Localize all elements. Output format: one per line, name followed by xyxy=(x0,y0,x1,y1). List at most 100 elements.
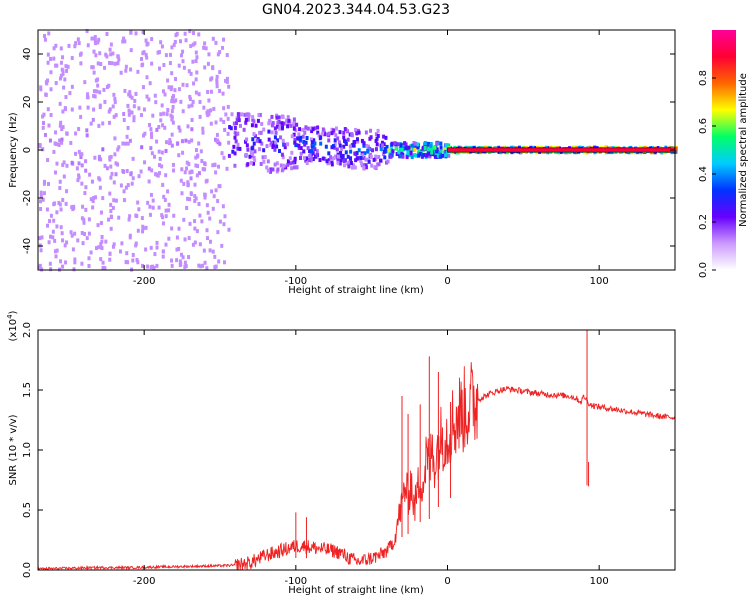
heatmap-cell xyxy=(208,248,212,253)
heatmap-cell xyxy=(46,60,50,65)
heatmap-cell xyxy=(158,171,162,176)
heatmap-cell xyxy=(445,150,449,155)
heatmap-cell xyxy=(77,41,81,46)
heatmap-cell xyxy=(155,240,159,245)
heatmap-cell xyxy=(166,78,170,83)
heatmap-cell xyxy=(131,176,135,181)
heatmap-cell xyxy=(189,44,193,49)
heatmap-cell xyxy=(213,163,217,168)
heatmap-cell xyxy=(69,230,73,235)
heatmap-cell xyxy=(178,259,182,264)
heatmap-cell xyxy=(111,205,115,210)
heatmap-cell xyxy=(444,143,448,148)
heatmap-cell xyxy=(389,154,393,159)
heatmap-cell xyxy=(357,148,361,153)
heatmap-cell xyxy=(114,198,118,203)
heatmap-cell xyxy=(173,88,177,93)
heatmap-cell xyxy=(385,144,389,149)
heatmap-cell xyxy=(64,95,68,100)
heatmap-cell xyxy=(361,153,365,158)
heatmap-cell xyxy=(168,138,172,143)
heatmap-cell xyxy=(161,89,165,94)
heatmap-cell xyxy=(46,52,50,57)
heatmap-cell xyxy=(76,238,80,243)
heatmap-cell xyxy=(75,166,79,171)
snr-panel: -200 -100 0 100 0.0 0.5 1.0 1.5 2.0 Height of st… xyxy=(6,310,676,596)
heatmap-cell xyxy=(431,145,435,150)
heatmap-cell xyxy=(212,194,216,199)
heatmap-cell xyxy=(308,158,312,163)
heatmap-cell xyxy=(427,151,431,156)
heatmap-cell xyxy=(368,152,372,157)
heatmap-cell xyxy=(357,130,361,135)
heatmap-cell xyxy=(435,149,439,154)
heatmap-cell xyxy=(292,165,296,170)
heatmap-cell xyxy=(52,218,56,223)
heatmap-cell xyxy=(371,148,375,153)
heatmap-cell xyxy=(334,126,338,131)
heatmap-cell xyxy=(123,39,127,44)
heatmap-cell xyxy=(200,219,204,224)
figure-title: GN04.2023.344.04.53.G23 xyxy=(262,2,450,18)
heatmap-cell xyxy=(52,202,56,207)
heatmap-cell xyxy=(359,158,363,163)
heatmap-cell xyxy=(215,74,219,79)
heatmap-cell xyxy=(159,112,163,117)
heatmap-cell xyxy=(62,85,66,90)
colorbar-tick-label: 0.8 xyxy=(698,70,709,86)
heatmap-cell xyxy=(73,260,77,265)
heatmap-cell xyxy=(124,185,128,190)
heatmap-cell xyxy=(178,128,182,133)
heatmap-cell xyxy=(170,99,174,104)
heatmap-cell xyxy=(194,163,198,168)
heatmap-cell xyxy=(38,144,42,149)
heatmap-cell xyxy=(64,260,68,265)
heatmap-cell xyxy=(221,91,225,96)
heatmap-cell xyxy=(226,104,230,109)
heatmap-cell xyxy=(353,165,357,170)
heatmap-cell xyxy=(55,224,59,229)
heatmap-cell xyxy=(170,132,174,137)
heatmap-cell xyxy=(222,222,226,227)
heatmap-cell xyxy=(290,150,294,155)
heatmap-cell xyxy=(55,248,59,253)
heatmap-cell xyxy=(98,185,102,190)
heatmap-cell xyxy=(91,198,95,203)
heatmap-cell xyxy=(149,146,153,151)
heatmap-cell xyxy=(42,112,46,117)
heatmap-cell xyxy=(132,115,136,120)
heatmap-cell xyxy=(410,155,414,160)
heatmap-cell xyxy=(346,161,350,166)
heatmap-cell xyxy=(364,163,368,168)
heatmap-cell xyxy=(198,242,202,247)
heatmap-cell xyxy=(346,154,350,159)
heatmap-cell xyxy=(81,204,85,209)
heatmap-cell xyxy=(273,162,277,167)
heatmap-cell xyxy=(299,151,303,156)
heatmap-cell xyxy=(111,244,115,249)
heatmap-cell xyxy=(275,138,279,143)
heatmap-cell xyxy=(83,80,87,85)
heatmap-cell xyxy=(181,49,185,54)
heatmap-cell xyxy=(96,83,100,88)
heatmap-cell xyxy=(286,115,290,120)
x-tick-label: -200 xyxy=(133,276,156,287)
heatmap-cell xyxy=(193,194,197,199)
heatmap-cell xyxy=(109,42,113,47)
heatmap-cell xyxy=(275,113,279,118)
heatmap-cell xyxy=(94,41,98,46)
heatmap-cell xyxy=(421,146,425,151)
heatmap-cell xyxy=(418,151,422,156)
heatmap-cell xyxy=(178,39,182,44)
heatmap-cell xyxy=(101,147,105,152)
y-tick-label: 1.5 xyxy=(22,382,33,398)
heatmap-cell xyxy=(159,40,163,45)
heatmap-cell xyxy=(133,98,137,103)
heatmap-cell xyxy=(61,162,65,167)
snr-y-scale: (x104) xyxy=(6,310,19,341)
heatmap-cell xyxy=(294,128,298,133)
heatmap-cell xyxy=(436,150,440,155)
heatmap-cell xyxy=(53,249,57,254)
heatmap-cell xyxy=(92,89,96,94)
heatmap-cell xyxy=(203,41,207,46)
